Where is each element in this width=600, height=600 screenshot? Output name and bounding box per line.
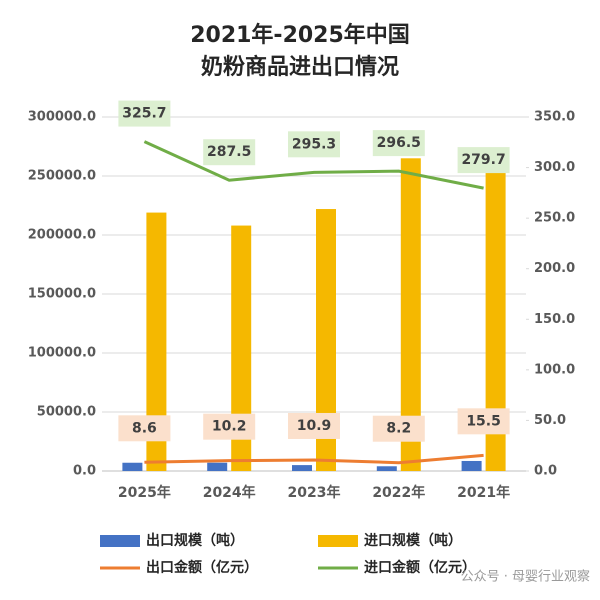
y2-tick-label: 350.0 bbox=[534, 110, 575, 125]
legend-swatch bbox=[318, 535, 358, 547]
y2-tick-label: 200.0 bbox=[534, 261, 575, 276]
data-label-bg bbox=[118, 415, 171, 442]
data-label: 8.6 bbox=[132, 420, 157, 436]
chart-title: 奶粉商品进出口情况 bbox=[201, 54, 399, 80]
y2-tick-label: 250.0 bbox=[534, 211, 575, 226]
y-tick-label: 300000.0 bbox=[28, 110, 96, 125]
data-label: 10.2 bbox=[212, 419, 247, 435]
data-label-bg bbox=[457, 408, 510, 435]
y2-tick-label: 0.0 bbox=[534, 464, 557, 479]
y-tick-label: 200000.0 bbox=[28, 228, 96, 243]
y-tick-label: 250000.0 bbox=[28, 169, 96, 184]
data-label: 15.5 bbox=[466, 413, 501, 429]
legend-label: 进口规模（吨） bbox=[364, 532, 462, 549]
y2-tick-label: 300.0 bbox=[534, 160, 575, 175]
bar bbox=[146, 212, 167, 471]
y-tick-label: 150000.0 bbox=[28, 287, 96, 302]
bar bbox=[292, 465, 312, 471]
x-tick-label: 2024年 bbox=[203, 484, 256, 501]
data-label: 296.5 bbox=[377, 135, 421, 151]
line bbox=[144, 453, 484, 465]
data-label-bg bbox=[203, 139, 256, 166]
y-tick-label: 50000.0 bbox=[37, 405, 96, 420]
bar bbox=[485, 165, 506, 471]
data-label: 325.7 bbox=[122, 106, 166, 122]
legend-label: 出口金额（亿元） bbox=[146, 559, 258, 576]
data-label-bg bbox=[372, 415, 425, 442]
chart-title: 2021年-2025年中国 bbox=[190, 22, 410, 48]
x-tick-label: 2023年 bbox=[288, 484, 341, 501]
data-label-bg bbox=[288, 412, 340, 439]
data-label-bg bbox=[118, 100, 171, 127]
bar bbox=[122, 462, 143, 471]
data-label: 10.9 bbox=[297, 418, 332, 434]
y2-tick-label: 150.0 bbox=[534, 312, 575, 327]
x-tick-label: 2021年 bbox=[457, 484, 510, 501]
bar bbox=[207, 462, 228, 471]
data-label-bg bbox=[203, 413, 256, 440]
y-tick-label: 100000.0 bbox=[28, 346, 96, 361]
x-tick-label: 2025年 bbox=[118, 484, 171, 501]
data-label: 279.7 bbox=[461, 152, 505, 168]
y2-tick-label: 50.0 bbox=[534, 413, 566, 428]
bar bbox=[316, 209, 336, 472]
bar bbox=[400, 158, 421, 472]
bar bbox=[231, 225, 252, 471]
line bbox=[143, 140, 484, 190]
watermark: 公众号 · 母婴行业观察 bbox=[461, 570, 590, 585]
y2-tick-label: 100.0 bbox=[534, 362, 575, 377]
data-label: 8.2 bbox=[386, 421, 411, 437]
data-label-bg bbox=[457, 147, 510, 174]
bar bbox=[461, 460, 482, 471]
legend-swatch bbox=[100, 535, 140, 547]
legend-label: 进口金额（亿元） bbox=[364, 559, 476, 576]
data-label: 287.5 bbox=[207, 144, 251, 160]
data-label-bg bbox=[288, 131, 340, 158]
data-label-bg bbox=[372, 130, 425, 157]
y-tick-label: 0.0 bbox=[73, 464, 96, 479]
data-label: 295.3 bbox=[292, 136, 336, 152]
bar bbox=[376, 466, 397, 471]
legend-label: 出口规模（吨） bbox=[146, 532, 244, 549]
x-tick-label: 2022年 bbox=[372, 484, 425, 501]
